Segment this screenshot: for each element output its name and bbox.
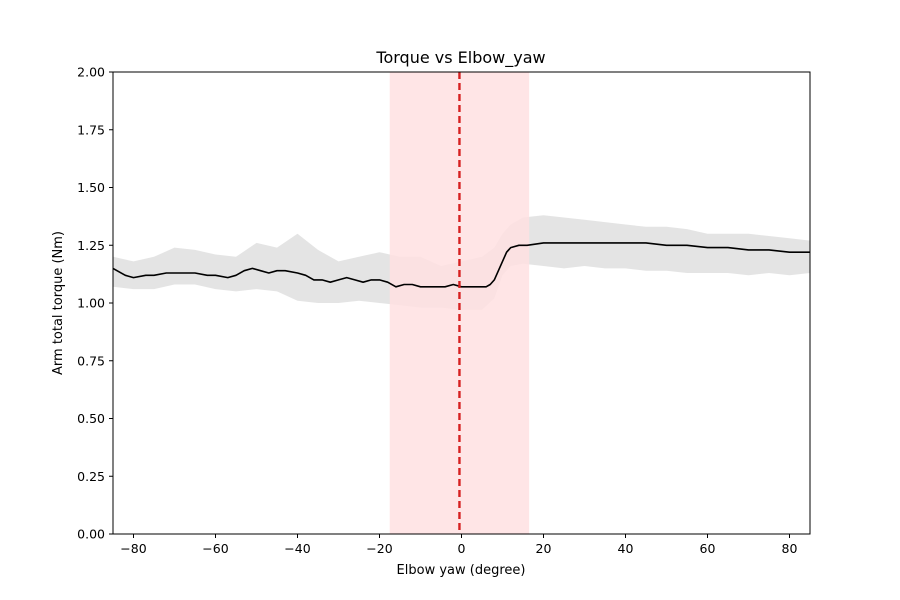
y-axis-ticks: 0.00 0.25 0.50 0.75 1.00 1.25 1.50 1.75 2.00 bbox=[77, 65, 113, 542]
x-tick-label: 60 bbox=[700, 541, 716, 556]
y-tick-label: 0.75 bbox=[77, 353, 105, 368]
x-tick-label: −20 bbox=[366, 541, 392, 556]
x-axis-label: Elbow yaw (degree) bbox=[397, 563, 526, 578]
x-tick-label: 0 bbox=[458, 541, 466, 556]
x-tick-label: −60 bbox=[202, 541, 228, 556]
x-tick-label: −80 bbox=[120, 541, 146, 556]
y-tick-label: 0.25 bbox=[77, 469, 105, 484]
chart-title: Torque vs Elbow_yaw bbox=[375, 48, 545, 68]
y-tick-label: 1.25 bbox=[77, 238, 105, 253]
y-axis-label: Arm total torque (Nm) bbox=[51, 231, 66, 375]
y-tick-label: 0.50 bbox=[77, 411, 105, 426]
x-tick-label: 40 bbox=[618, 541, 634, 556]
y-tick-label: 2.00 bbox=[77, 65, 105, 80]
x-axis-ticks: −80 −60 −40 −20 0 20 40 60 80 bbox=[120, 534, 797, 556]
y-tick-label: 1.00 bbox=[77, 296, 105, 311]
series-line-0 bbox=[112, 242, 810, 288]
y-tick-label: 1.75 bbox=[77, 122, 105, 137]
x-tick-label: 20 bbox=[536, 541, 552, 556]
x-tick-label: 80 bbox=[782, 541, 798, 556]
series-line-layer bbox=[112, 242, 810, 288]
y-tick-label: 0.00 bbox=[77, 527, 105, 542]
y-tick-label: 1.50 bbox=[77, 180, 105, 195]
x-tick-label: −40 bbox=[284, 541, 310, 556]
